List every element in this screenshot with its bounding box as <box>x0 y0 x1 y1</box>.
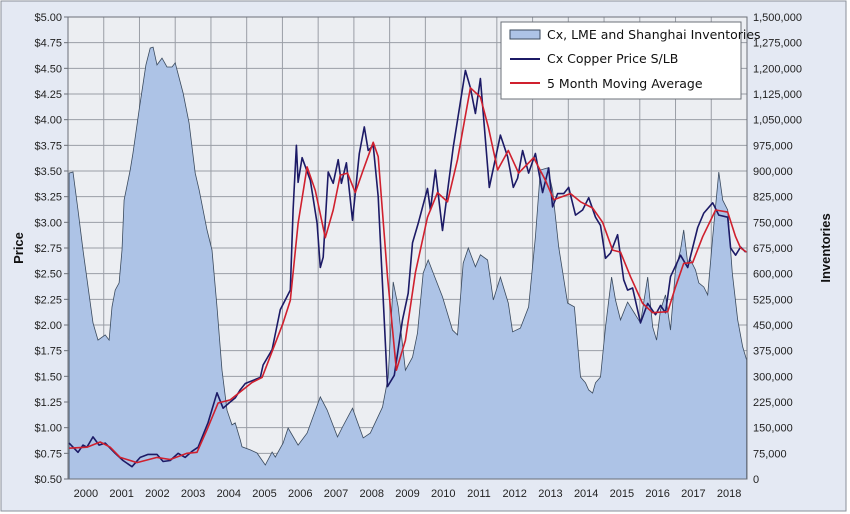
year-tick-label: 2003 <box>181 488 205 500</box>
price-tick-label: $2.00 <box>34 320 62 332</box>
year-axis-ticks: 2000 2001 2002 2003 2004 2005 2006 2007 2008 2009… <box>74 488 742 500</box>
price-tick-label: $4.75 <box>34 38 62 50</box>
price-tick-label: $3.25 <box>34 192 62 204</box>
year-tick-label: 2002 <box>145 488 169 500</box>
price-tick-label: $3.50 <box>34 166 62 178</box>
moving-average-line <box>69 87 748 464</box>
inventory-tick-label: 300,000 <box>753 371 793 383</box>
inventory-tick-label: 75,000 <box>753 448 787 460</box>
price-axis-title: Price <box>11 232 26 264</box>
legend-label-inventories: Cx, LME and Shanghai Inventories <box>547 27 761 42</box>
inventory-tick-label: 900,000 <box>753 166 793 178</box>
price-tick-label: $4.25 <box>34 89 62 101</box>
year-tick-label: 2007 <box>324 488 348 500</box>
inventory-tick-label: 525,000 <box>753 294 793 306</box>
price-tick-label: $2.75 <box>34 243 62 255</box>
inventory-tick-label: 1,125,000 <box>753 89 802 101</box>
price-tick-label: $1.25 <box>34 397 62 409</box>
price-tick-label: $3.75 <box>34 140 62 152</box>
legend-label-price: Cx Copper Price S/LB <box>547 51 678 66</box>
year-tick-label: 2000 <box>74 488 98 500</box>
price-axis-ticks: $0.50 $0.75 $1.00 $1.25 $1.50 $1.75 $2.00 $2.25… <box>34 12 68 486</box>
year-tick-label: 2012 <box>502 488 526 500</box>
inventory-tick-label: 825,000 <box>753 192 793 204</box>
inventory-tick-label: 1,500,000 <box>753 12 802 24</box>
inventory-tick-label: 1,275,000 <box>753 38 802 50</box>
inventory-tick-label: 1,200,000 <box>753 63 802 75</box>
year-tick-label: 2009 <box>395 488 419 500</box>
legend-label-moving-average: 5 Month Moving Average <box>547 76 703 91</box>
year-tick-label: 2004 <box>217 488 241 500</box>
legend: Cx, LME and Shanghai Inventories Cx Copp… <box>500 21 761 100</box>
inventory-tick-label: 1,050,000 <box>753 115 802 127</box>
price-tick-label: $4.00 <box>34 115 62 127</box>
inventory-area <box>68 46 748 480</box>
price-tick-label: $5.00 <box>34 12 62 24</box>
inventory-tick-label: 975,000 <box>753 140 793 152</box>
inventory-tick-label: 225,000 <box>753 397 793 409</box>
price-tick-label: $0.75 <box>34 448 62 460</box>
price-tick-label: $1.75 <box>34 346 62 358</box>
inventory-tick-label: 150,000 <box>753 423 793 435</box>
inventory-tick-label: 750,000 <box>753 217 793 229</box>
inventory-tick-label: 675,000 <box>753 243 793 255</box>
inventory-axis-title: Inventories <box>818 213 833 282</box>
year-tick-label: 2013 <box>538 488 562 500</box>
year-tick-label: 2001 <box>109 488 133 500</box>
year-tick-label: 2010 <box>431 488 455 500</box>
price-line <box>68 69 747 468</box>
price-tick-label: $1.00 <box>34 423 62 435</box>
price-tick-label: $4.50 <box>34 63 62 75</box>
legend-box <box>500 21 742 100</box>
inventory-axis-ticks: 0 75,000 150,000 225,000 300,000 375,000 450,0… <box>753 12 802 486</box>
price-tick-label: $3.00 <box>34 217 62 229</box>
legend-swatch-inventories <box>509 29 541 40</box>
price-tick-label: $2.50 <box>34 269 62 281</box>
inventory-tick-label: 450,000 <box>753 320 793 332</box>
inventory-tick-label: 0 <box>753 474 759 486</box>
inventory-tick-label: 375,000 <box>753 346 793 358</box>
price-tick-label: $2.25 <box>34 294 62 306</box>
year-tick-label: 2015 <box>610 488 634 500</box>
year-tick-label: 2005 <box>252 488 276 500</box>
year-tick-label: 2014 <box>574 488 598 500</box>
year-tick-label: 2006 <box>288 488 312 500</box>
year-tick-label: 2017 <box>681 488 705 500</box>
year-tick-label: 2016 <box>645 488 669 500</box>
inventory-tick-label: 600,000 <box>753 269 793 281</box>
price-tick-label: $1.50 <box>34 371 62 383</box>
price-tick-label: $0.50 <box>34 474 62 486</box>
year-tick-label: 2011 <box>467 488 491 500</box>
year-tick-label: 2008 <box>360 488 384 500</box>
year-tick-label: 2018 <box>717 488 741 500</box>
